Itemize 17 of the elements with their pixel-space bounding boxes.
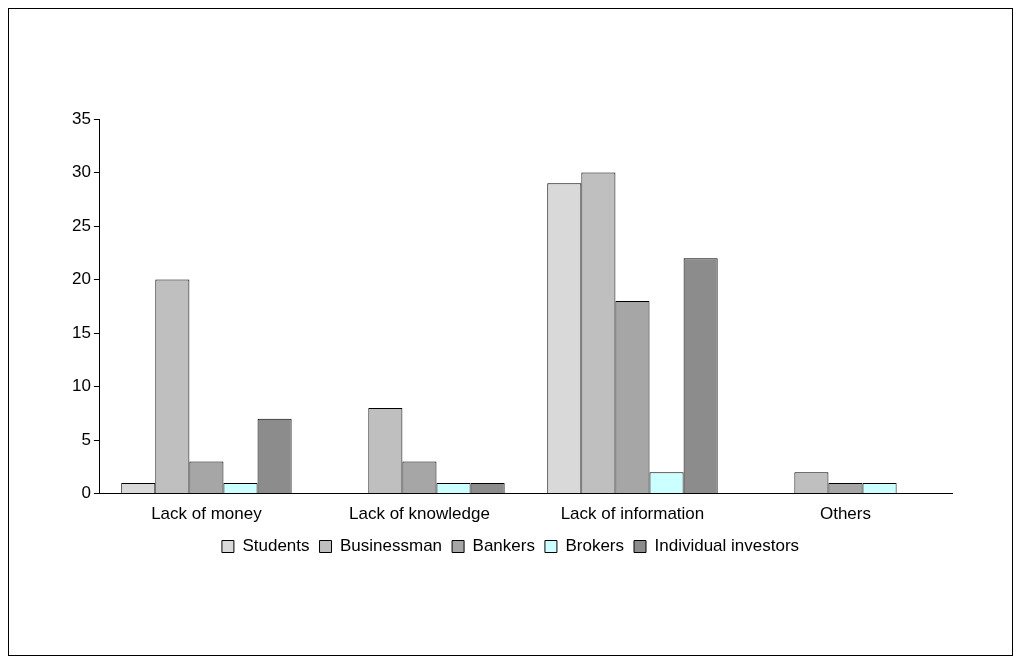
y-tick-label: 10: [71, 376, 91, 396]
x-tick-label: Lack of knowledge: [349, 504, 490, 524]
y-tick-label: 25: [71, 215, 91, 235]
x-tick-label: Lack of information: [560, 504, 705, 524]
y-tick-label: 30: [71, 162, 91, 182]
y-tick-label: 15: [71, 322, 91, 342]
y-tick-label: 35: [71, 108, 91, 128]
x-tick-label: Others: [819, 504, 871, 524]
x-tick-label: Lack of money: [151, 504, 263, 524]
y-tick-label: 20: [71, 269, 91, 289]
legend-label: Bankers: [472, 536, 535, 556]
legend-label: Students: [242, 536, 310, 556]
y-tick-label: 0: [81, 483, 91, 503]
y-tick-label: 5: [81, 429, 91, 449]
legend-label: Brokers: [565, 536, 625, 556]
legend-label: Individual investors: [654, 536, 800, 556]
legend-label: Businessman: [340, 536, 443, 556]
